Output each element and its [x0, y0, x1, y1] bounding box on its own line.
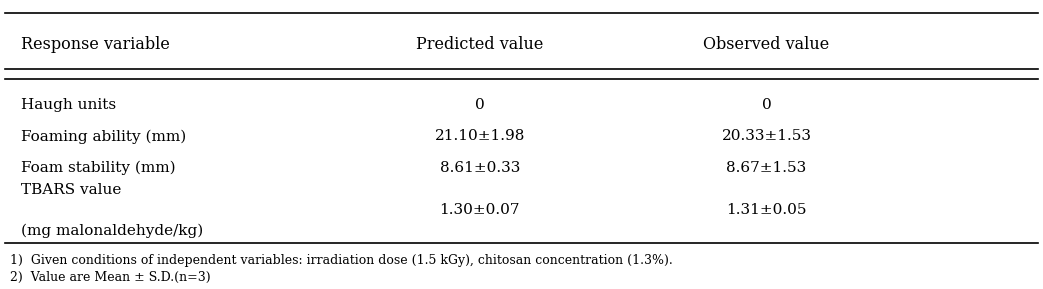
Text: TBARS value: TBARS value — [21, 183, 121, 197]
Text: Foaming ability (mm): Foaming ability (mm) — [21, 129, 186, 144]
Text: Predicted value: Predicted value — [416, 36, 543, 53]
Text: 1.30±0.07: 1.30±0.07 — [439, 203, 520, 217]
Text: Response variable: Response variable — [21, 36, 170, 53]
Text: 0: 0 — [761, 98, 772, 112]
Text: 8.61±0.33: 8.61±0.33 — [439, 161, 520, 175]
Text: 1)  Given conditions of independent variables: irradiation dose (1.5 kGy), chito: 1) Given conditions of independent varia… — [10, 254, 673, 266]
Text: 2)  Value are Mean ± S.D.(n=3): 2) Value are Mean ± S.D.(n=3) — [10, 271, 211, 284]
Text: 8.67±1.53: 8.67±1.53 — [727, 161, 806, 175]
Text: Haugh units: Haugh units — [21, 98, 116, 112]
Text: 20.33±1.53: 20.33±1.53 — [722, 129, 811, 143]
Text: 21.10±1.98: 21.10±1.98 — [435, 129, 525, 143]
Text: 1.31±0.05: 1.31±0.05 — [726, 203, 807, 217]
Text: Foam stability (mm): Foam stability (mm) — [21, 161, 175, 175]
Text: 0: 0 — [475, 98, 485, 112]
Text: (mg malonaldehyde/kg): (mg malonaldehyde/kg) — [21, 223, 203, 238]
Text: Observed value: Observed value — [703, 36, 830, 53]
